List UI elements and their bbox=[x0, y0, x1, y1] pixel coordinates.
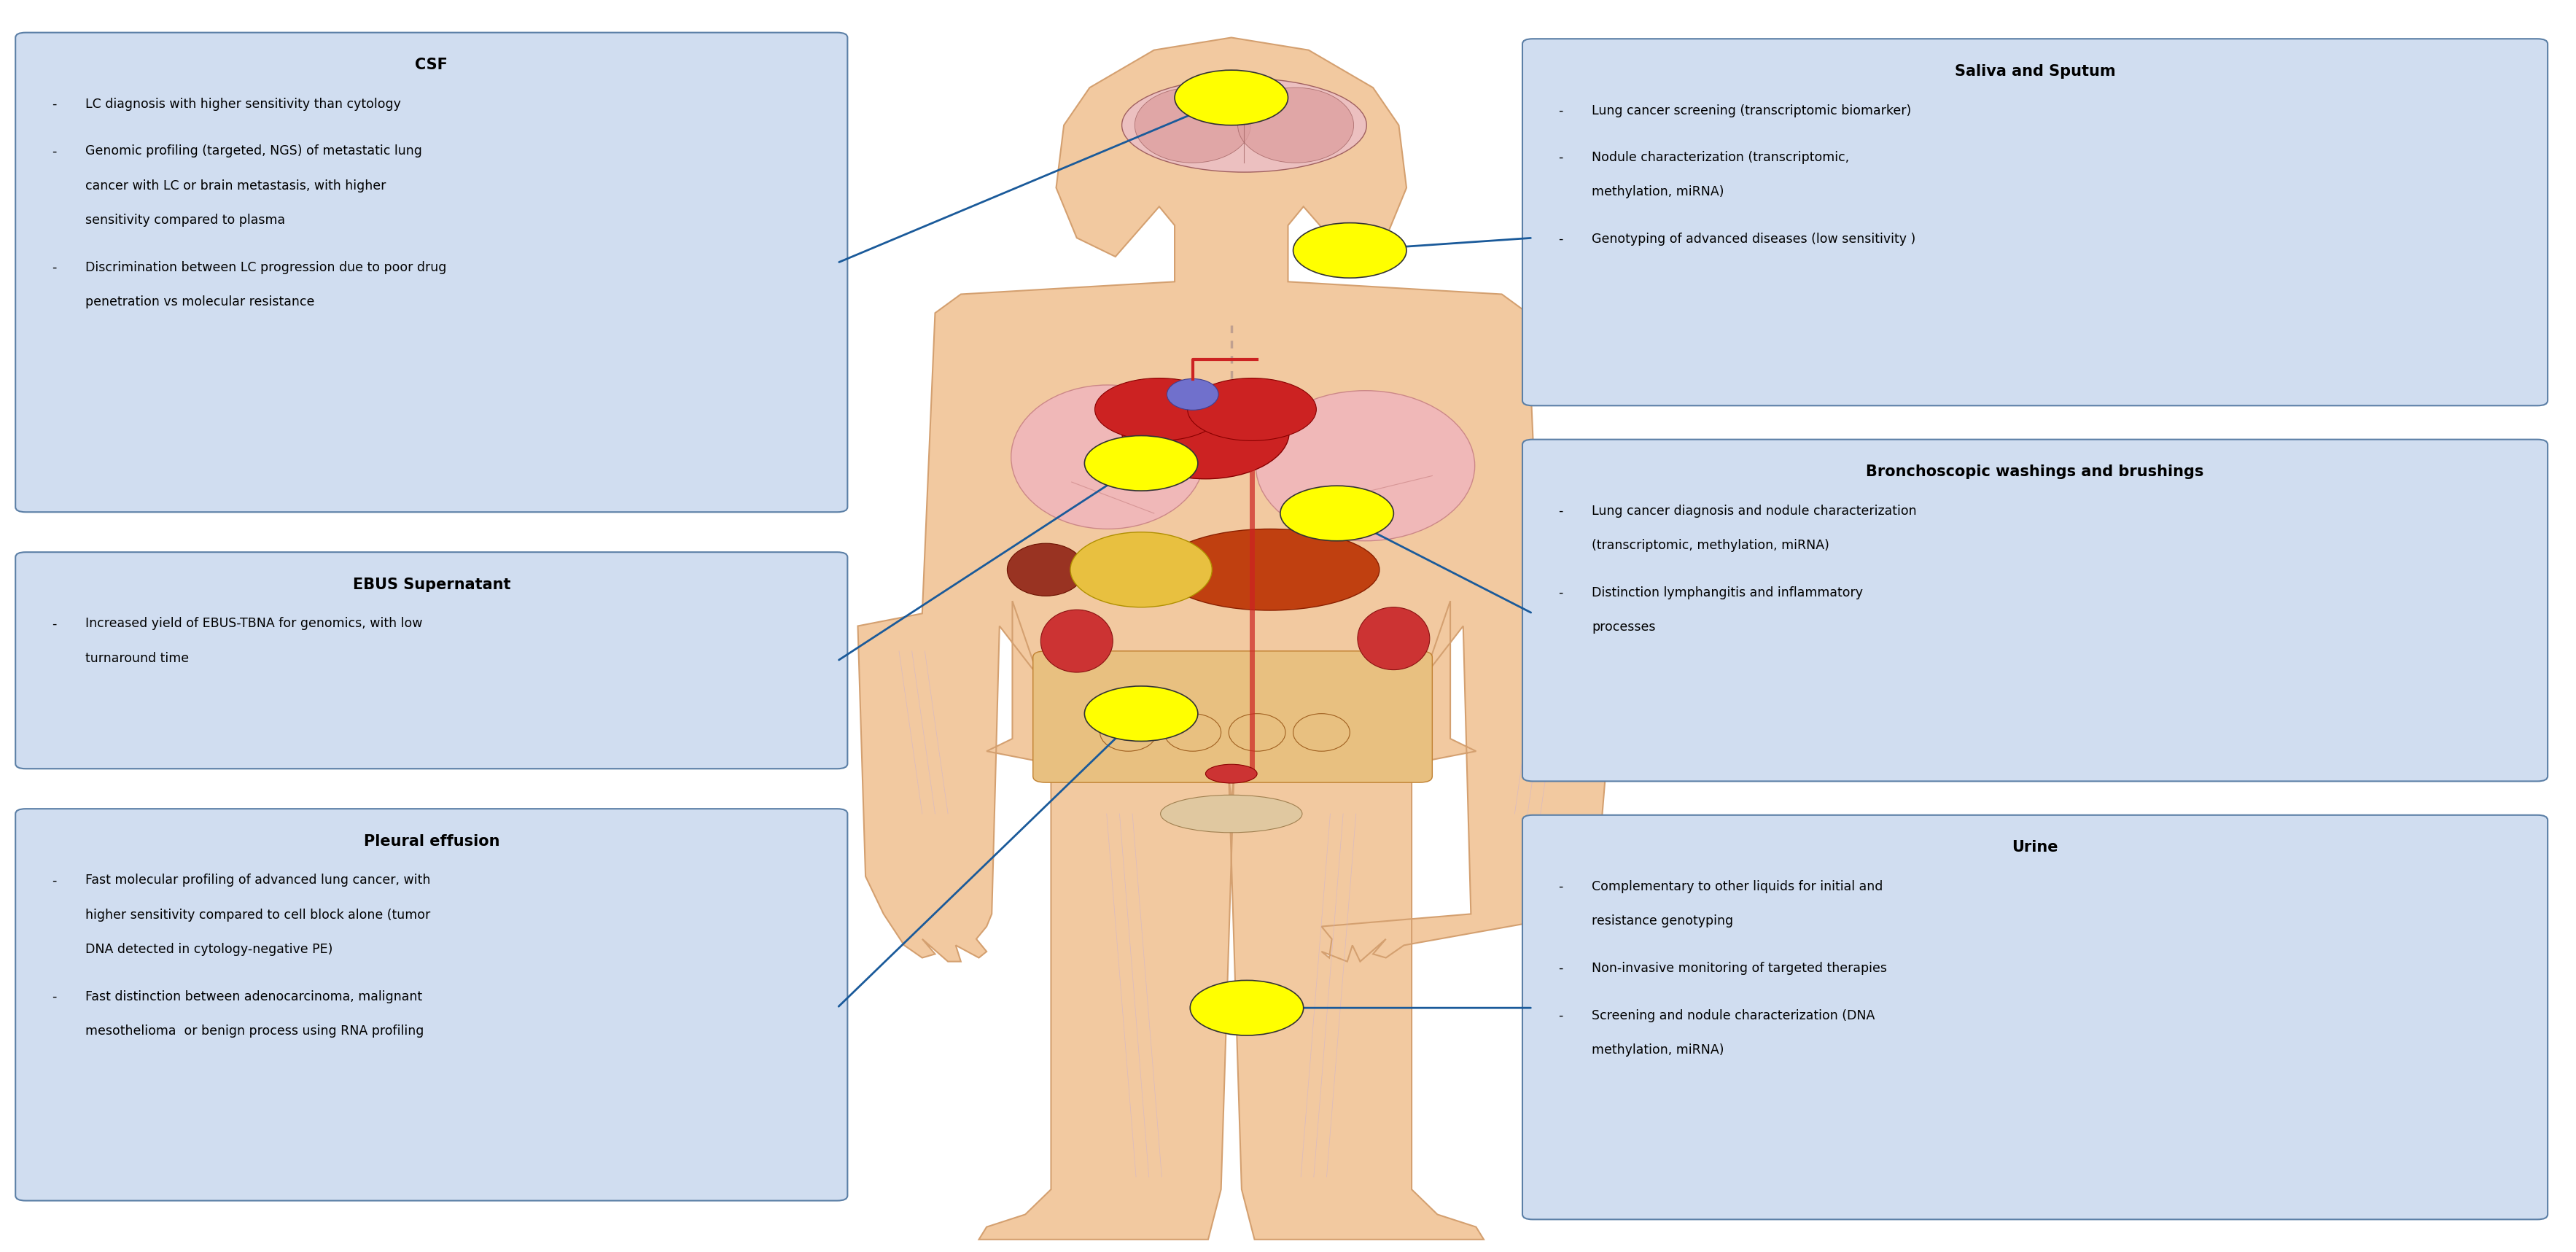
Ellipse shape bbox=[1358, 607, 1430, 670]
Text: Saliva and Sputum: Saliva and Sputum bbox=[1955, 64, 2115, 79]
Text: Fast distinction between adenocarcinoma, malignant: Fast distinction between adenocarcinoma,… bbox=[85, 990, 422, 1003]
Text: methylation, miRNA): methylation, miRNA) bbox=[1592, 1043, 1723, 1057]
Text: Distinction lymphangitis and inflammatory: Distinction lymphangitis and inflammator… bbox=[1592, 586, 1862, 600]
FancyBboxPatch shape bbox=[15, 552, 848, 769]
Ellipse shape bbox=[1159, 528, 1381, 610]
Text: mesothelioma  or benign process using RNA profiling: mesothelioma or benign process using RNA… bbox=[85, 1024, 422, 1038]
Text: higher sensitivity compared to cell block alone (tumor: higher sensitivity compared to cell bloc… bbox=[85, 909, 430, 921]
Text: sensitivity compared to plasma: sensitivity compared to plasma bbox=[85, 214, 286, 227]
Ellipse shape bbox=[1236, 88, 1355, 163]
Text: (transcriptomic, methylation, miRNA): (transcriptomic, methylation, miRNA) bbox=[1592, 540, 1829, 552]
FancyBboxPatch shape bbox=[15, 809, 848, 1201]
Ellipse shape bbox=[1041, 610, 1113, 672]
FancyBboxPatch shape bbox=[1033, 651, 1432, 782]
Text: -: - bbox=[1558, 104, 1564, 116]
Text: Genotyping of advanced diseases (low sensitivity ): Genotyping of advanced diseases (low sen… bbox=[1592, 233, 1917, 245]
Text: Nodule characterization (transcriptomic,: Nodule characterization (transcriptomic, bbox=[1592, 151, 1850, 164]
Ellipse shape bbox=[1121, 78, 1365, 173]
Text: -: - bbox=[1558, 1009, 1564, 1022]
Text: Lung cancer screening (transcriptomic biomarker): Lung cancer screening (transcriptomic bi… bbox=[1592, 104, 1911, 116]
Ellipse shape bbox=[1121, 386, 1288, 478]
Text: Urine: Urine bbox=[2012, 840, 2058, 855]
Ellipse shape bbox=[1069, 532, 1211, 607]
Text: -: - bbox=[52, 990, 57, 1003]
Text: Screening and nodule characterization (DNA: Screening and nodule characterization (D… bbox=[1592, 1009, 1875, 1022]
Text: -: - bbox=[1558, 151, 1564, 164]
Text: processes: processes bbox=[1592, 621, 1656, 634]
Text: Lung cancer diagnosis and nodule characterization: Lung cancer diagnosis and nodule charact… bbox=[1592, 505, 1917, 517]
FancyBboxPatch shape bbox=[1522, 439, 2548, 781]
Text: methylation, miRNA): methylation, miRNA) bbox=[1592, 185, 1723, 199]
Text: Complementary to other liquids for initial and: Complementary to other liquids for initi… bbox=[1592, 880, 1883, 893]
Text: Discrimination between LC progression due to poor drug: Discrimination between LC progression du… bbox=[85, 260, 446, 274]
Circle shape bbox=[1175, 70, 1288, 125]
Text: DNA detected in cytology-negative PE): DNA detected in cytology-negative PE) bbox=[85, 943, 332, 957]
Text: -: - bbox=[52, 145, 57, 158]
Circle shape bbox=[1190, 980, 1303, 1035]
Text: CSF: CSF bbox=[415, 58, 448, 73]
Text: -: - bbox=[52, 260, 57, 274]
Text: Fast molecular profiling of advanced lung cancer, with: Fast molecular profiling of advanced lun… bbox=[85, 874, 430, 886]
Text: -: - bbox=[52, 617, 57, 630]
Text: Non-invasive monitoring of targeted therapies: Non-invasive monitoring of targeted ther… bbox=[1592, 962, 1888, 975]
FancyBboxPatch shape bbox=[1522, 39, 2548, 406]
Ellipse shape bbox=[1159, 795, 1301, 833]
Text: -: - bbox=[52, 874, 57, 886]
Circle shape bbox=[1280, 486, 1394, 541]
Text: Pleural effusion: Pleural effusion bbox=[363, 834, 500, 849]
Text: turnaround time: turnaround time bbox=[85, 652, 188, 665]
Text: -: - bbox=[1558, 586, 1564, 600]
Text: -: - bbox=[1558, 880, 1564, 893]
Text: Genomic profiling (targeted, NGS) of metastatic lung: Genomic profiling (targeted, NGS) of met… bbox=[85, 145, 422, 158]
Text: resistance genotyping: resistance genotyping bbox=[1592, 915, 1734, 928]
Text: -: - bbox=[52, 98, 57, 110]
Text: cancer with LC or brain metastasis, with higher: cancer with LC or brain metastasis, with… bbox=[85, 179, 386, 193]
FancyBboxPatch shape bbox=[1522, 815, 2548, 1219]
Text: Increased yield of EBUS-TBNA for genomics, with low: Increased yield of EBUS-TBNA for genomic… bbox=[85, 617, 422, 630]
Text: LC diagnosis with higher sensitivity than cytology: LC diagnosis with higher sensitivity tha… bbox=[85, 98, 402, 110]
Ellipse shape bbox=[1167, 378, 1218, 411]
Ellipse shape bbox=[1257, 391, 1473, 541]
Text: Bronchoscopic washings and brushings: Bronchoscopic washings and brushings bbox=[1865, 464, 2205, 480]
Text: penetration vs molecular resistance: penetration vs molecular resistance bbox=[85, 295, 314, 308]
Circle shape bbox=[1188, 378, 1316, 441]
PathPatch shape bbox=[858, 38, 1618, 1239]
Text: EBUS Supernatant: EBUS Supernatant bbox=[353, 577, 510, 592]
Ellipse shape bbox=[1133, 88, 1252, 163]
Text: -: - bbox=[1558, 233, 1564, 245]
Ellipse shape bbox=[1010, 386, 1203, 528]
Circle shape bbox=[1293, 223, 1406, 278]
Ellipse shape bbox=[1206, 764, 1257, 784]
Circle shape bbox=[1084, 686, 1198, 741]
FancyBboxPatch shape bbox=[15, 33, 848, 512]
Circle shape bbox=[1095, 378, 1224, 441]
Circle shape bbox=[1084, 436, 1198, 491]
Text: -: - bbox=[1558, 505, 1564, 517]
Ellipse shape bbox=[1007, 543, 1084, 596]
Text: -: - bbox=[1558, 962, 1564, 975]
